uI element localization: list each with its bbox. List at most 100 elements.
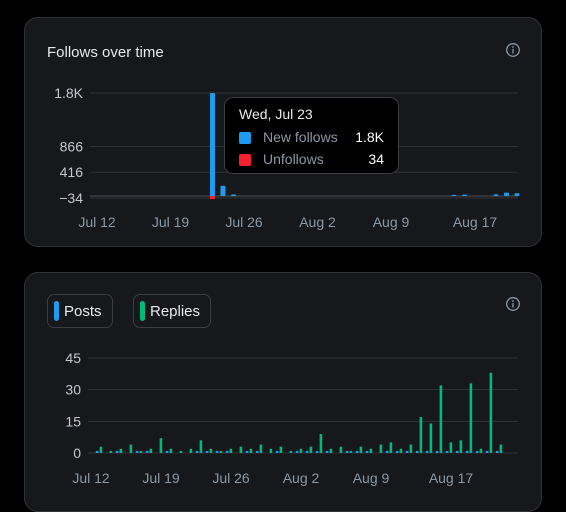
x-tick-label: Jul 19 — [152, 214, 190, 230]
posts-bar — [495, 450, 499, 453]
replies-bar — [279, 446, 283, 453]
x-tick-label: Aug 9 — [353, 470, 390, 486]
replies-bar — [449, 442, 453, 453]
new-follows-bar — [504, 192, 509, 197]
replies-bar — [109, 450, 113, 453]
posts-bar — [135, 450, 139, 453]
replies-bar — [429, 423, 433, 453]
legend-label: Replies — [150, 303, 201, 320]
posts-bar — [365, 450, 369, 453]
tooltip-value: 1.8K — [355, 129, 384, 145]
replies-bar — [349, 450, 353, 453]
x-tick-label: Jul 12 — [78, 214, 116, 230]
posts-bar — [95, 450, 99, 453]
unfollows-bar — [210, 196, 215, 200]
replies-bar — [159, 438, 163, 453]
posts-bar — [275, 450, 279, 453]
posts-bar — [225, 450, 229, 453]
replies-swatch — [140, 301, 145, 321]
replies-bar — [319, 434, 323, 453]
tooltip-row-unfollows: Unfollows 34 — [239, 151, 384, 169]
legend-replies-button[interactable]: Replies — [133, 294, 211, 328]
posts-bar — [255, 450, 259, 453]
replies-bar — [439, 385, 443, 453]
posts-bar — [295, 450, 299, 453]
x-tick-label: Aug 2 — [283, 470, 320, 486]
unfollows-swatch — [239, 154, 251, 166]
posts-bar — [305, 450, 309, 453]
x-tick-label: Jul 19 — [142, 470, 180, 486]
posts-bar — [355, 450, 359, 453]
replies-bar — [379, 444, 383, 453]
replies-bar — [339, 446, 343, 453]
replies-bar — [409, 444, 413, 453]
y-tick-label: −34 — [59, 190, 83, 206]
legend-label: Posts — [64, 303, 102, 320]
y-tick-label: 866 — [60, 138, 84, 154]
x-tick-label: Aug 17 — [429, 470, 474, 486]
replies-bar — [359, 446, 363, 453]
replies-bar — [209, 448, 213, 453]
posts-bar — [245, 450, 249, 453]
replies-bar — [369, 448, 373, 453]
posts-bar — [345, 450, 349, 453]
posts-swatch — [54, 301, 59, 321]
replies-bar — [419, 417, 423, 453]
posts-bar — [435, 450, 439, 453]
replies-bar — [189, 448, 193, 453]
replies-bar — [239, 446, 243, 453]
tooltip-row-new-follows: New follows 1.8K — [239, 129, 384, 147]
replies-bar — [459, 440, 463, 453]
x-tick-label: Aug 17 — [453, 214, 498, 230]
posts-bar — [465, 450, 469, 453]
posts-bar — [195, 450, 199, 453]
posts-bar — [395, 450, 399, 453]
posts-bar — [145, 450, 149, 453]
tooltip-value: 34 — [368, 151, 384, 167]
tooltip-date: Wed, Jul 23 — [239, 106, 313, 122]
tooltip-label: New follows — [263, 129, 338, 145]
charts-layer: 1.8K 866 416 −34 Jul 12 Jul 19 Jul 26 Aug 2 Aug … — [54, 85, 520, 486]
new-follows-bar — [462, 194, 467, 197]
y-tick-label: 1.8K — [54, 85, 83, 101]
replies-bar — [329, 448, 333, 453]
new-follows-bar — [231, 194, 236, 197]
replies-bar — [219, 450, 223, 453]
replies-bar — [99, 446, 103, 453]
posts-bar — [215, 450, 219, 453]
new-follows-swatch — [239, 132, 251, 144]
replies-bar — [149, 448, 153, 453]
replies-bar — [259, 444, 263, 453]
posts-bar — [205, 450, 209, 453]
legend-posts-button[interactable]: Posts — [47, 294, 113, 328]
posts-replies-chart[interactable]: 45 30 15 0 Jul 12 Jul 19 Jul 26 Aug 2 Aug 9 Aug 1… — [65, 350, 518, 486]
y-tick-label: 30 — [65, 382, 81, 398]
new-follows-bar — [210, 93, 215, 197]
replies-bar — [489, 372, 493, 453]
replies-bar — [119, 448, 123, 453]
replies-bar — [469, 383, 473, 453]
x-tick-label: Jul 26 — [212, 470, 250, 486]
posts-bar — [445, 450, 449, 453]
x-tick-label: Aug 9 — [373, 214, 410, 230]
posts-bar — [485, 450, 489, 453]
new-follows-bar — [220, 185, 226, 197]
info-icon[interactable] — [505, 296, 521, 312]
replies-bar — [399, 448, 403, 453]
replies-bar — [249, 448, 253, 453]
posts-bar — [115, 450, 119, 453]
x-tick-label: Jul 12 — [72, 470, 110, 486]
posts-bar — [415, 450, 419, 453]
replies-bar — [169, 448, 173, 453]
replies-bar — [299, 448, 303, 453]
y-tick-label: 45 — [65, 350, 81, 366]
posts-bar — [315, 450, 319, 453]
y-tick-label: 0 — [73, 445, 81, 461]
new-follows-bar — [451, 194, 457, 197]
chart-tooltip: Wed, Jul 23 New follows 1.8K Unfollows 3… — [224, 97, 399, 174]
y-tick-label: 416 — [60, 164, 84, 180]
new-follows-bar — [493, 194, 499, 197]
info-icon[interactable] — [505, 42, 521, 58]
replies-bar — [309, 446, 313, 453]
posts-bar — [165, 450, 169, 453]
